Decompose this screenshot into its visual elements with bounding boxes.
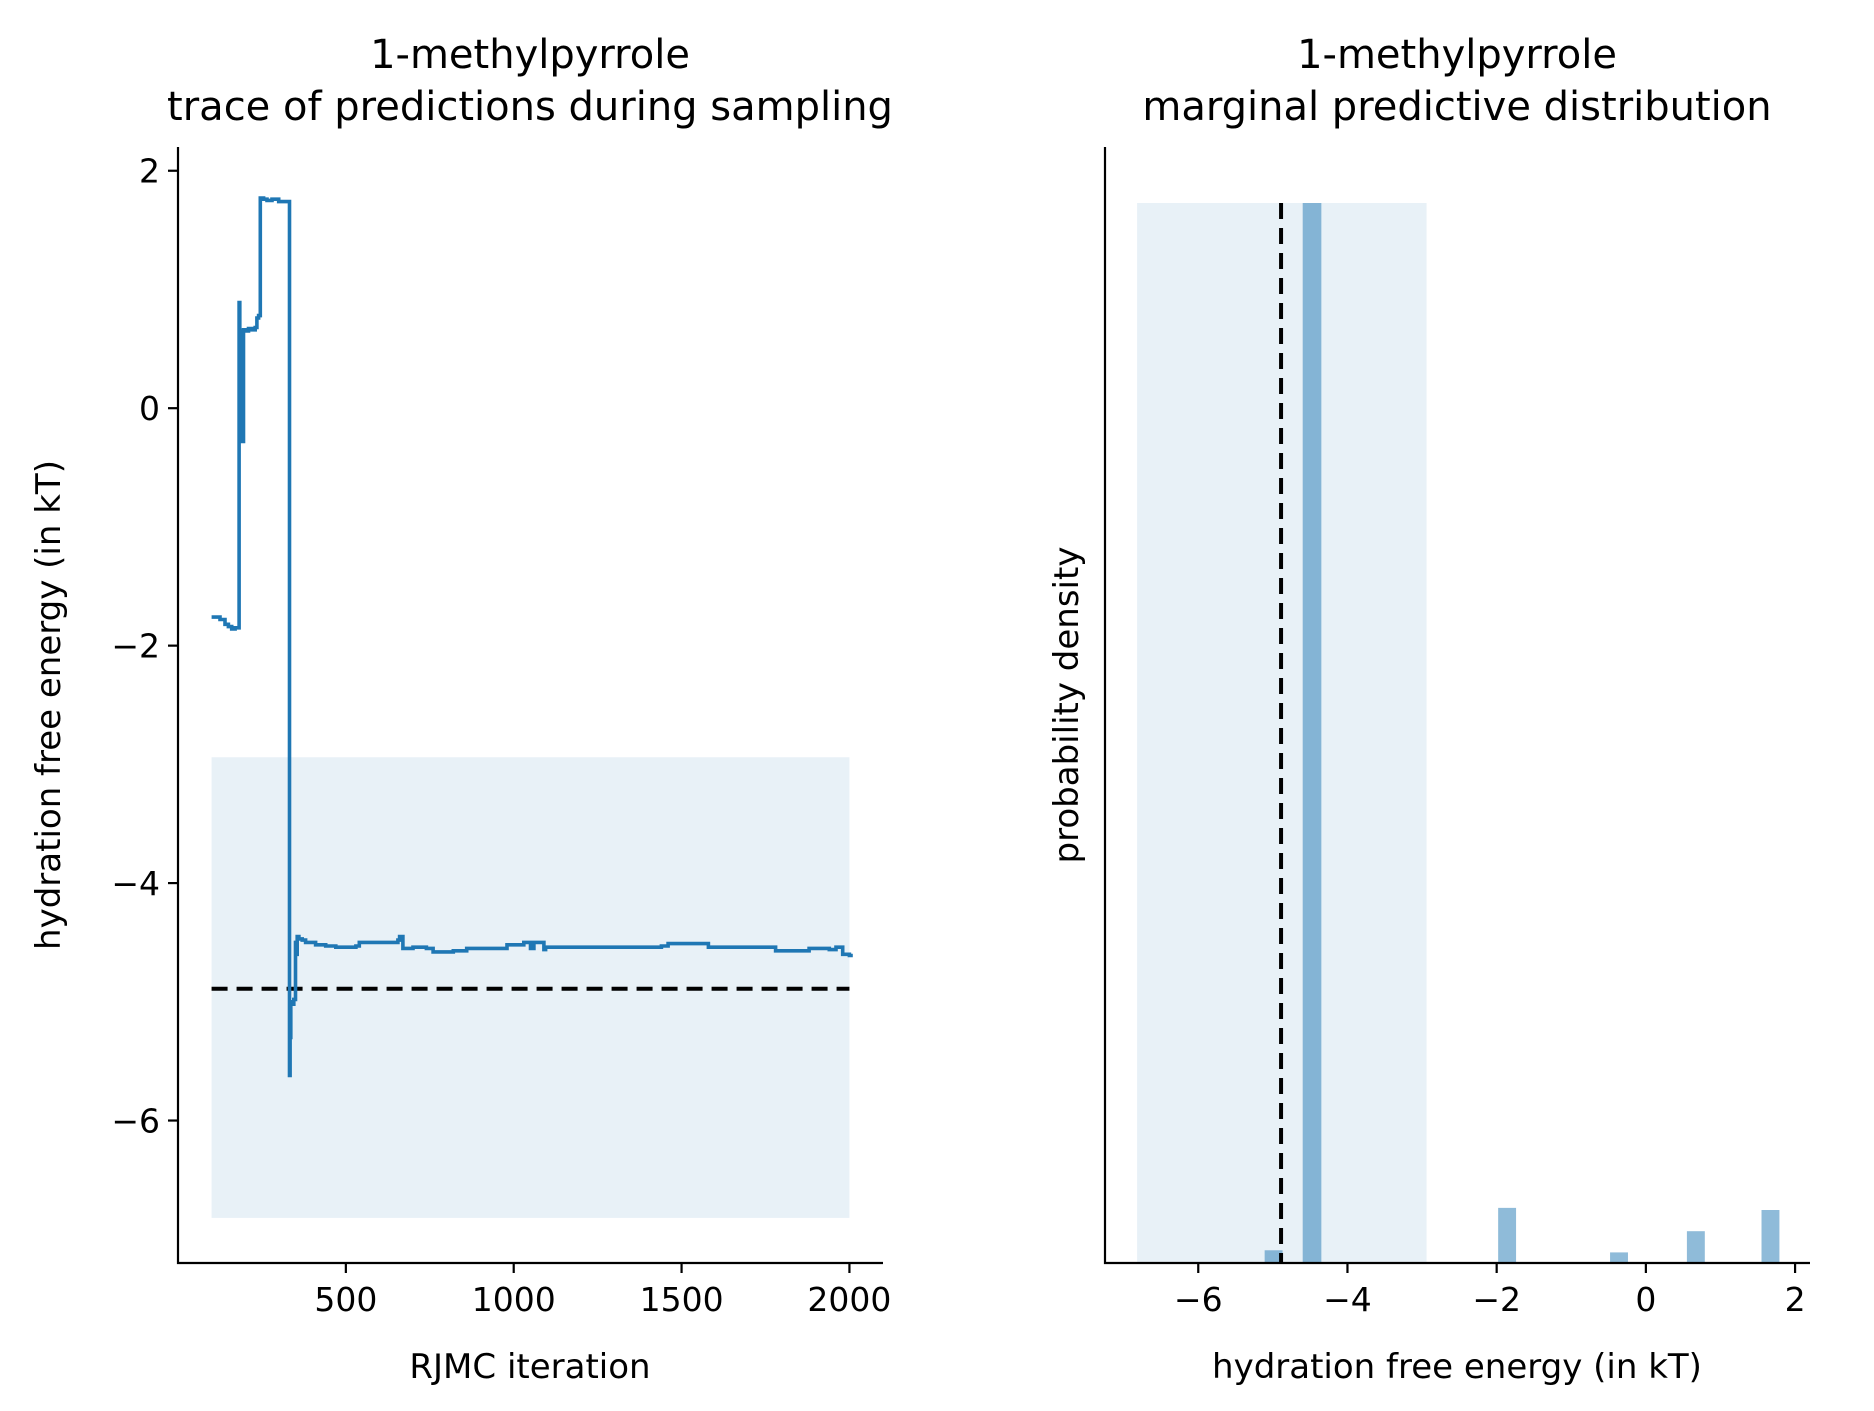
histogram-title-line2: marginal predictive distribution <box>1142 84 1771 130</box>
histogram-axes-spines <box>1103 147 1810 1265</box>
trace-x-axis-label: RJMC iteration <box>409 1347 650 1387</box>
histogram-bar <box>1264 1250 1283 1263</box>
histogram-x-tick-label: −4 <box>1323 1280 1372 1319</box>
trace-x-tick-label: 1000 <box>472 1280 556 1319</box>
histogram-x-tick-label: 0 <box>1635 1280 1656 1319</box>
trace-x-tick-label: 1500 <box>640 1280 724 1319</box>
trace-x-tick-label: 2000 <box>807 1280 891 1319</box>
trace-line-series-0 <box>211 196 853 1078</box>
trace-title-line1: 1-methylpyrrole <box>370 32 690 78</box>
trace-band-rect <box>211 757 850 1218</box>
trace-credible-interval-band <box>211 757 850 1218</box>
trace-chart: 1-methylpyrrole trace of predictions dur… <box>29 32 893 1387</box>
trace-y-ticks: −6 −4 −2 0 2 <box>111 152 178 1141</box>
histogram-bar <box>1302 203 1322 1263</box>
trace-y-tick-label: −6 <box>111 1102 160 1141</box>
trace-y-tick-label: 2 <box>139 152 160 191</box>
histogram-x-tick-label: −6 <box>1174 1280 1223 1319</box>
trace-y-axis-label: hydration free energy (in kT) <box>29 460 69 950</box>
histogram-x-ticks: −6 −4 −2 0 2 <box>1174 1263 1806 1319</box>
trace-y-tick-label: 0 <box>139 389 160 428</box>
histogram-bar <box>1686 1231 1705 1263</box>
histogram-bar <box>1610 1252 1628 1263</box>
histogram-x-axis-label: hydration free energy (in kT) <box>1212 1347 1702 1387</box>
histogram-bar <box>1498 1207 1517 1263</box>
trace-x-ticks: 500 1000 1500 2000 <box>314 1263 891 1319</box>
histogram-bar <box>1761 1210 1780 1263</box>
trace-x-tick-label: 500 <box>314 1280 377 1319</box>
trace-y-tick-label: −4 <box>111 864 160 903</box>
trace-series <box>211 196 853 1078</box>
histogram-y-axis-label: probability density <box>1047 547 1087 864</box>
histogram-x-tick-label: 2 <box>1785 1280 1806 1319</box>
histogram-chart: 1-methylpyrrole marginal predictive dist… <box>1047 32 1810 1387</box>
trace-y-tick-label: −2 <box>111 627 160 666</box>
histogram-bars <box>1264 203 1780 1263</box>
trace-axes-spines <box>176 147 883 1265</box>
trace-title-line2: trace of predictions during sampling <box>167 84 893 130</box>
histogram-title-line1: 1-methylpyrrole <box>1297 32 1617 78</box>
histogram-x-tick-label: −2 <box>1472 1280 1521 1319</box>
